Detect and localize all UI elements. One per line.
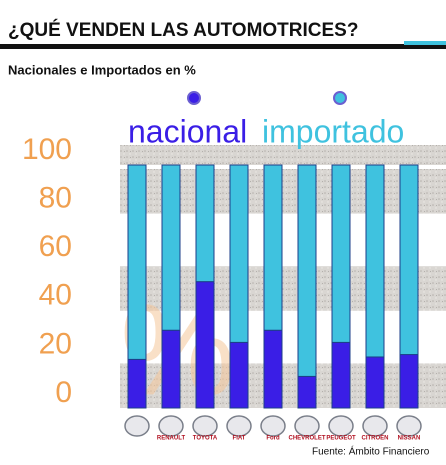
y-tick-label: 20: [39, 327, 72, 360]
title-rule: [0, 44, 446, 49]
brand-logo: [396, 415, 422, 437]
brand-logo: [192, 415, 218, 437]
bar-segment: [365, 164, 385, 358]
legend-dot: [187, 91, 201, 105]
bar-segment: [399, 164, 419, 356]
brand-logo: [124, 415, 150, 437]
brand-logo: [362, 415, 388, 437]
brand-logo: [260, 415, 286, 437]
x-tick-label: FIAT: [233, 436, 246, 442]
x-tick-label: NISSAN: [398, 436, 421, 442]
bar-segment: [195, 281, 215, 409]
y-tick-label: 0: [55, 376, 72, 409]
bar-segment: [331, 164, 351, 343]
bar-segment: [229, 164, 249, 343]
subtitle: Nacionales e Importados en %: [8, 62, 196, 77]
brand-logo: [226, 415, 252, 437]
bar-segment: [399, 354, 419, 409]
bar-segment: [161, 164, 181, 331]
x-tick-label: CITROËN: [362, 435, 389, 442]
bar-segment: [195, 164, 215, 283]
x-tick-label: RENAULT: [157, 436, 186, 442]
x-tick-label: Ford: [266, 436, 280, 442]
x-tick-label: TOYOTA: [193, 436, 218, 442]
legend-label: nacional: [128, 113, 247, 149]
y-tick-label: 80: [39, 182, 72, 215]
y-tick-label: 100: [22, 133, 72, 166]
bar-segment: [127, 358, 147, 409]
bar-segment: [127, 164, 147, 360]
brand-logo: [158, 415, 184, 437]
title-accent: [404, 41, 446, 45]
legend-dot: [333, 91, 347, 105]
legend-label: importado: [262, 113, 404, 149]
bar-segment: [263, 164, 283, 331]
bar-segment: [297, 164, 317, 377]
chart-title: ¿QUÉ VENDEN LAS AUTOMOTRICES?: [8, 19, 358, 41]
bar-segment: [229, 341, 249, 409]
x-tick-label: PEUGEOT: [326, 436, 356, 442]
x-tick-label: CHEVROLET: [288, 436, 325, 442]
texture-band: [120, 145, 446, 165]
brand-logo: [294, 415, 320, 437]
y-tick-label: 40: [39, 279, 72, 312]
y-tick-label: 60: [39, 230, 72, 263]
bar-segment: [161, 329, 181, 409]
bar-segment: [263, 329, 283, 409]
bar-segment: [331, 341, 351, 409]
bar-segment: [365, 356, 385, 409]
source: Fuente: Ámbito Financiero: [312, 445, 430, 458]
brand-logo: [328, 415, 354, 437]
bar-segment: [297, 375, 317, 409]
